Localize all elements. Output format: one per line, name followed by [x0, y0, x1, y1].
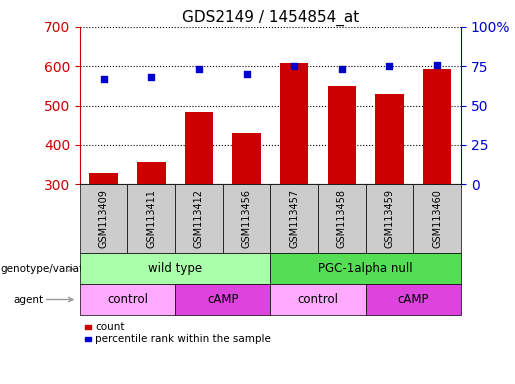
Point	[243, 71, 251, 77]
Point	[147, 74, 156, 80]
Text: genotype/variation: genotype/variation	[0, 264, 99, 274]
Text: GSM113409: GSM113409	[99, 189, 109, 248]
Bar	[184, 111, 213, 184]
Text: percentile rank within the sample: percentile rank within the sample	[95, 334, 271, 344]
Bar	[137, 162, 165, 184]
Text: wild type: wild type	[148, 262, 202, 275]
Text: cAMP: cAMP	[398, 293, 429, 306]
Text: GSM113460: GSM113460	[432, 189, 442, 248]
Text: GSM113456: GSM113456	[242, 189, 251, 248]
Bar	[328, 86, 356, 184]
Point	[433, 61, 441, 68]
Text: cAMP: cAMP	[207, 293, 238, 306]
Text: control: control	[298, 293, 338, 306]
Text: PGC-1alpha null: PGC-1alpha null	[318, 262, 413, 275]
Point	[385, 63, 393, 70]
Title: GDS2149 / 1454854_at: GDS2149 / 1454854_at	[182, 9, 359, 25]
Point	[290, 63, 298, 70]
Point	[338, 66, 346, 73]
Bar	[375, 94, 404, 184]
Text: count: count	[95, 322, 125, 332]
Text: GSM113457: GSM113457	[289, 189, 299, 248]
Text: agent: agent	[13, 295, 43, 305]
Text: control: control	[107, 293, 148, 306]
Bar	[232, 133, 261, 184]
Point	[99, 76, 108, 82]
Bar	[90, 172, 118, 184]
Text: GSM113412: GSM113412	[194, 189, 204, 248]
Text: GSM113458: GSM113458	[337, 189, 347, 248]
Bar	[423, 70, 451, 184]
Point	[195, 66, 203, 73]
Bar	[280, 63, 308, 184]
Text: GSM113459: GSM113459	[385, 189, 394, 248]
Text: GSM113411: GSM113411	[146, 189, 156, 248]
